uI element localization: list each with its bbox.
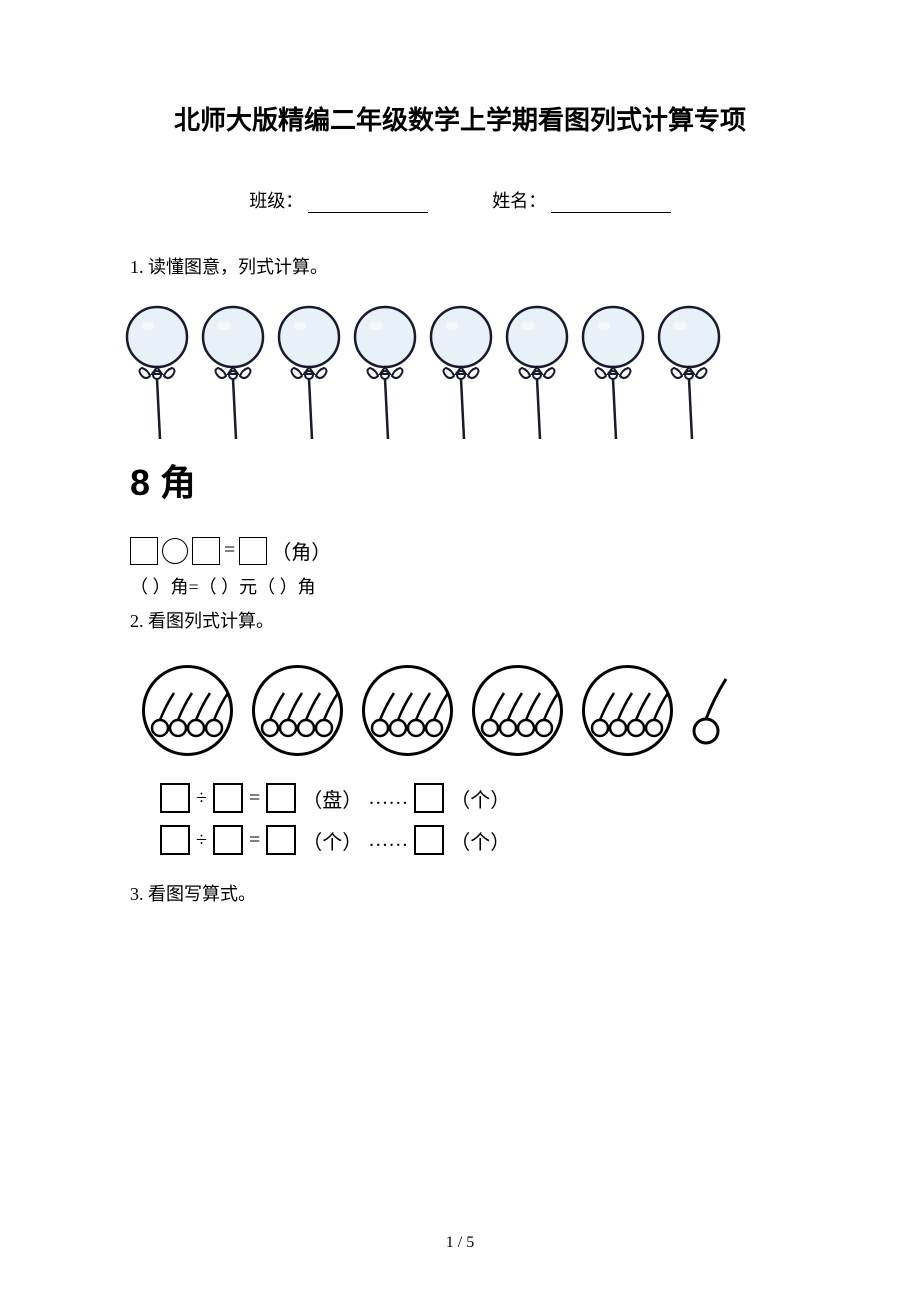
student-info-line: 班级： 姓名： xyxy=(130,187,790,213)
input-box xyxy=(160,783,190,813)
balloon-icon xyxy=(502,304,574,444)
unit-ge: （个） xyxy=(450,826,510,855)
cherry-icon xyxy=(690,673,730,748)
cherry-row xyxy=(140,663,790,758)
input-box xyxy=(130,537,158,565)
dots: …… xyxy=(368,829,408,852)
balloon-icon xyxy=(198,304,270,444)
q1-equation: = （角） xyxy=(130,536,790,565)
document-title: 北师大版精编二年级数学上学期看图列式计算专项 xyxy=(130,100,790,137)
class-blank xyxy=(308,195,428,213)
balloon-icon xyxy=(350,304,422,444)
q2-figure: ÷ = （盘） …… （个） ÷ = （个） …… （个） xyxy=(130,663,790,855)
cherry-plate-icon xyxy=(470,663,565,758)
q1-prompt: 1. 读懂图意，列式计算。 xyxy=(130,253,790,279)
input-box xyxy=(239,537,267,565)
q1-conversion: （ ）角=（ ）元（ ）角 xyxy=(130,573,790,599)
eq-sign: = xyxy=(249,829,260,852)
div-sign: ÷ xyxy=(196,829,207,852)
balloon-icon xyxy=(654,304,726,444)
name-blank xyxy=(551,195,671,213)
balloon-icon xyxy=(426,304,498,444)
input-box xyxy=(266,783,296,813)
equals-sign: = xyxy=(224,539,235,562)
balloon-icon xyxy=(274,304,346,444)
balloon-icon xyxy=(122,304,194,444)
dots: …… xyxy=(368,787,408,810)
input-box xyxy=(414,825,444,855)
input-box xyxy=(266,825,296,855)
q3-prompt: 3. 看图写算式。 xyxy=(130,880,790,906)
class-label: 班级： xyxy=(249,187,303,213)
unit-jiao: （角） xyxy=(271,536,331,565)
div-sign: ÷ xyxy=(196,787,207,810)
operator-circle xyxy=(162,538,188,564)
input-box xyxy=(192,537,220,565)
cherry-plate-icon xyxy=(140,663,235,758)
input-box xyxy=(213,783,243,813)
input-box xyxy=(414,783,444,813)
unit-ge: （个） xyxy=(450,784,510,813)
input-box xyxy=(213,825,243,855)
q2-equation-1: ÷ = （盘） …… （个） xyxy=(160,783,790,813)
q2-equation-2: ÷ = （个） …… （个） xyxy=(160,825,790,855)
balloon-row xyxy=(122,304,790,444)
cherry-plate-icon xyxy=(580,663,675,758)
price-label: 8 角 xyxy=(130,454,790,506)
name-label: 姓名： xyxy=(492,187,546,213)
page-number: 1 / 5 xyxy=(0,1234,920,1252)
eq-sign: = xyxy=(249,787,260,810)
input-box xyxy=(160,825,190,855)
cherry-plate-icon xyxy=(360,663,455,758)
balloon-icon xyxy=(578,304,650,444)
unit-ge: （个） xyxy=(302,826,362,855)
q2-prompt: 2. 看图列式计算。 xyxy=(130,607,790,633)
unit-pan: （盘） xyxy=(302,784,362,813)
cherry-plate-icon xyxy=(250,663,345,758)
